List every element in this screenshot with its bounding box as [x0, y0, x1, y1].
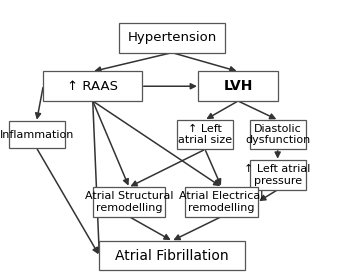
- FancyBboxPatch shape: [99, 241, 245, 270]
- FancyBboxPatch shape: [250, 120, 306, 150]
- FancyBboxPatch shape: [93, 187, 165, 217]
- Text: Atrial Structural
remodelling: Atrial Structural remodelling: [85, 191, 173, 213]
- Text: Atrial Electrical
remodelling: Atrial Electrical remodelling: [179, 191, 264, 213]
- Text: ↑ Left atrial
pressure: ↑ Left atrial pressure: [245, 164, 311, 186]
- Text: Diastolic
dysfunction: Diastolic dysfunction: [245, 124, 310, 145]
- Text: Inflammation: Inflammation: [0, 130, 74, 140]
- FancyBboxPatch shape: [177, 120, 233, 150]
- Text: LVH: LVH: [223, 79, 253, 93]
- FancyBboxPatch shape: [185, 187, 258, 217]
- FancyBboxPatch shape: [198, 71, 278, 101]
- Text: ↑ Left
atrial size: ↑ Left atrial size: [178, 124, 232, 145]
- FancyBboxPatch shape: [9, 121, 65, 148]
- Text: ↑ RAAS: ↑ RAAS: [67, 80, 118, 93]
- Text: Atrial Fibrillation: Atrial Fibrillation: [115, 249, 229, 263]
- FancyBboxPatch shape: [119, 23, 225, 53]
- Text: Hypertension: Hypertension: [127, 31, 217, 44]
- FancyBboxPatch shape: [250, 160, 306, 190]
- FancyBboxPatch shape: [43, 71, 142, 101]
